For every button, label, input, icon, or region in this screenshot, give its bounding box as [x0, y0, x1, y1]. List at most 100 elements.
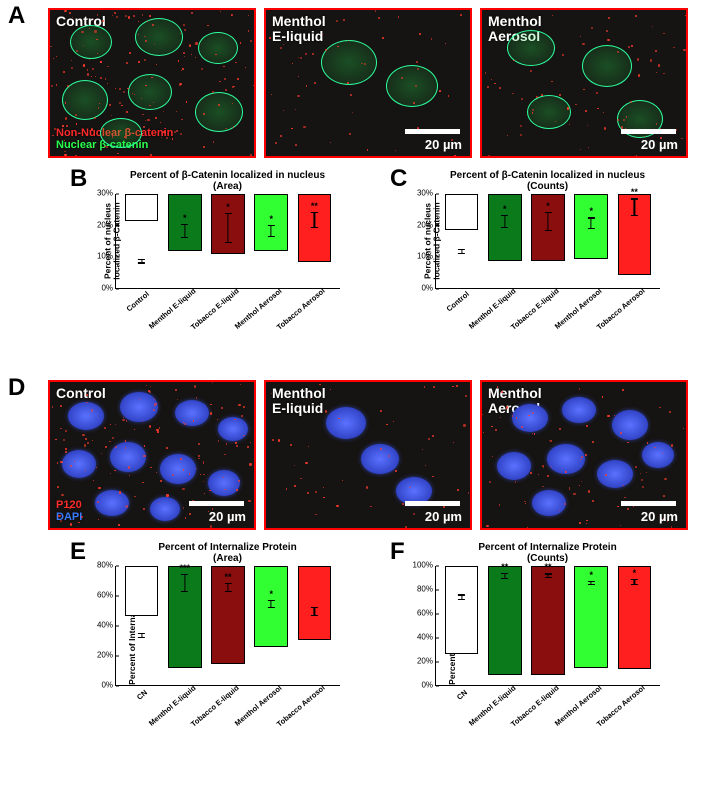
- nucleus: [582, 45, 632, 87]
- significance-marker: *: [226, 202, 230, 212]
- y-tick: 60%: [417, 609, 436, 618]
- error-bar: [141, 633, 142, 638]
- image-row-d: ControlP120DAPI20 µm MentholE-liquid 20 µm…: [48, 380, 688, 530]
- nucleus-dapi: [642, 442, 674, 468]
- y-tick: 0%: [101, 284, 116, 293]
- y-tick: 80%: [97, 561, 116, 570]
- scale-bar: [405, 501, 460, 506]
- significance-marker: *: [183, 213, 187, 223]
- bar-group: *Menthol E-liquid: [483, 194, 526, 288]
- nucleus-dapi: [597, 460, 633, 488]
- micrograph-rowD-0: ControlP120DAPI20 µm: [48, 380, 256, 530]
- bar: [298, 566, 332, 640]
- y-tick: 20%: [417, 220, 436, 229]
- error-bar: [227, 213, 228, 243]
- nucleus-dapi: [532, 490, 566, 516]
- significance-marker: *: [589, 206, 593, 216]
- bar-group: CN: [120, 566, 163, 685]
- bar: [125, 566, 159, 616]
- nucleus: [198, 32, 238, 64]
- bar-group: *Menthol E-liquid: [163, 194, 206, 288]
- bar-group: Control: [120, 194, 163, 288]
- panel-letter-e: E: [70, 538, 86, 566]
- significance-marker: **: [544, 562, 551, 572]
- nucleus: [70, 25, 112, 59]
- significance-marker: **: [311, 201, 318, 211]
- panel-letter-c: C: [390, 165, 407, 193]
- nucleus-dapi: [512, 404, 548, 432]
- plot-area: Percent of nucleuslocalized β-Catenin0%1…: [435, 194, 660, 289]
- bar-group: *Menthol Aerosol: [250, 194, 293, 288]
- bar: [488, 566, 522, 675]
- y-tick: 40%: [97, 621, 116, 630]
- chart-title: Percent of Internalize Protein(Counts): [435, 542, 660, 564]
- scale-bar-text: 20 µm: [425, 137, 462, 152]
- error-bar: [504, 215, 505, 228]
- scale-bar-text: 20 µm: [641, 137, 678, 152]
- bar-group: **Tobacco E-liquid: [206, 566, 249, 685]
- y-tick: 20%: [97, 651, 116, 660]
- chart-c: Percent of β-Catenin localized in nucleu…: [435, 170, 660, 289]
- y-tick: 80%: [417, 585, 436, 594]
- error-bar: [227, 583, 228, 592]
- significance-marker: **: [501, 562, 508, 572]
- chart-b: Percent of β-Catenin localized in nucleu…: [115, 170, 340, 289]
- scale-bar: [621, 501, 676, 506]
- nucleus: [100, 118, 142, 148]
- y-tick: 10%: [417, 252, 436, 261]
- panel-letter-b: B: [70, 165, 87, 193]
- plot-area: Percent of Internalize Protein0%20%40%60…: [435, 566, 660, 686]
- micrograph-rowD-1: MentholE-liquid 20 µm: [264, 380, 472, 530]
- bar-group: *Tobacco E-liquid: [206, 194, 249, 288]
- chart-title: Percent of β-Catenin localized in nucleu…: [115, 170, 340, 192]
- x-tick-label: CN: [455, 688, 469, 702]
- y-tick: 10%: [97, 252, 116, 261]
- significance-marker: *: [546, 201, 550, 211]
- bar-group: **Tobacco Aerosol: [293, 194, 336, 288]
- y-tick: 30%: [417, 189, 436, 198]
- nucleus-dapi: [95, 490, 129, 516]
- significance-marker: **: [631, 187, 638, 197]
- error-bar: [461, 249, 462, 254]
- bar: [125, 194, 159, 221]
- plot-area: Percent of nucleuslocalized β-Catenin0%1…: [115, 194, 340, 289]
- micrograph-label: MentholE-liquid: [272, 14, 326, 45]
- nucleus-dapi: [497, 452, 531, 480]
- error-bar: [634, 198, 635, 216]
- plot-area: Percent of Internalize Protein0%20%40%60…: [115, 566, 340, 686]
- bar-group: ***Menthol E-liquid: [163, 566, 206, 685]
- scale-bar-text: 20 µm: [425, 509, 462, 524]
- nucleus-dapi: [120, 392, 158, 422]
- bar: [531, 566, 565, 675]
- nucleus-dapi: [547, 444, 585, 474]
- error-bar: [141, 259, 142, 264]
- bar-group: *Tobacco Aerosol: [613, 566, 656, 685]
- bar-group: *Tobacco E-liquid: [526, 194, 569, 288]
- nucleus: [135, 18, 183, 56]
- significance-marker: *: [269, 589, 273, 599]
- chart-title: Percent of Internalize Protein(Area): [115, 542, 340, 564]
- error-bar: [634, 579, 635, 585]
- nucleus-dapi: [326, 407, 366, 439]
- panel-letter-a: A: [8, 2, 25, 30]
- micrograph-rowA-0: ControlNon-Nuclear β-cateninNuclear β-ca…: [48, 8, 256, 158]
- panel-letter-d: D: [8, 374, 25, 402]
- nucleus-dapi: [175, 400, 209, 426]
- error-bar: [184, 574, 185, 592]
- scale-bar-text: 20 µm: [641, 509, 678, 524]
- error-bar: [314, 212, 315, 228]
- nucleus-dapi: [612, 410, 648, 440]
- significance-marker: *: [269, 214, 273, 224]
- nucleus-dapi: [160, 454, 196, 484]
- error-bar: [547, 212, 548, 231]
- bar: [445, 194, 479, 230]
- nucleus-dapi: [562, 397, 596, 423]
- error-bar: [184, 224, 185, 238]
- error-bar: [591, 581, 592, 586]
- bar: [445, 566, 479, 654]
- bar-group: **Tobacco E-liquid: [526, 566, 569, 685]
- x-tick-label: Control: [444, 289, 470, 313]
- micrograph-rowA-1: MentholE-liquid 20 µm: [264, 8, 472, 158]
- y-tick: 0%: [421, 284, 436, 293]
- micrograph-label: MentholE-liquid: [272, 386, 326, 417]
